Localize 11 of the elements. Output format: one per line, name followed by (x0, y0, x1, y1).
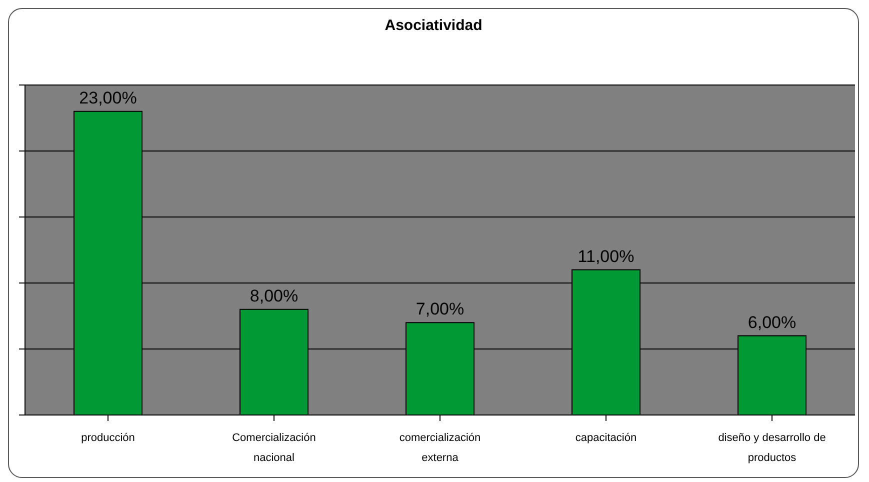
chart-title: Asociatividad (384, 17, 484, 34)
x-tick-label: diseño y desarrollo de productos (718, 432, 826, 464)
data-label: 8,00% (250, 286, 298, 306)
data-label: 11,00% (578, 246, 634, 266)
x-tick-label: producción (81, 432, 135, 444)
data-label: 6,00% (748, 312, 796, 332)
data-label: 23,00% (79, 88, 137, 108)
data-label: 7,00% (416, 300, 464, 319)
x-tick-label: comercialización externa (399, 432, 481, 464)
x-tick-label: capacitación (575, 432, 637, 444)
x-tick-label: Comercialización nacional (232, 432, 316, 464)
